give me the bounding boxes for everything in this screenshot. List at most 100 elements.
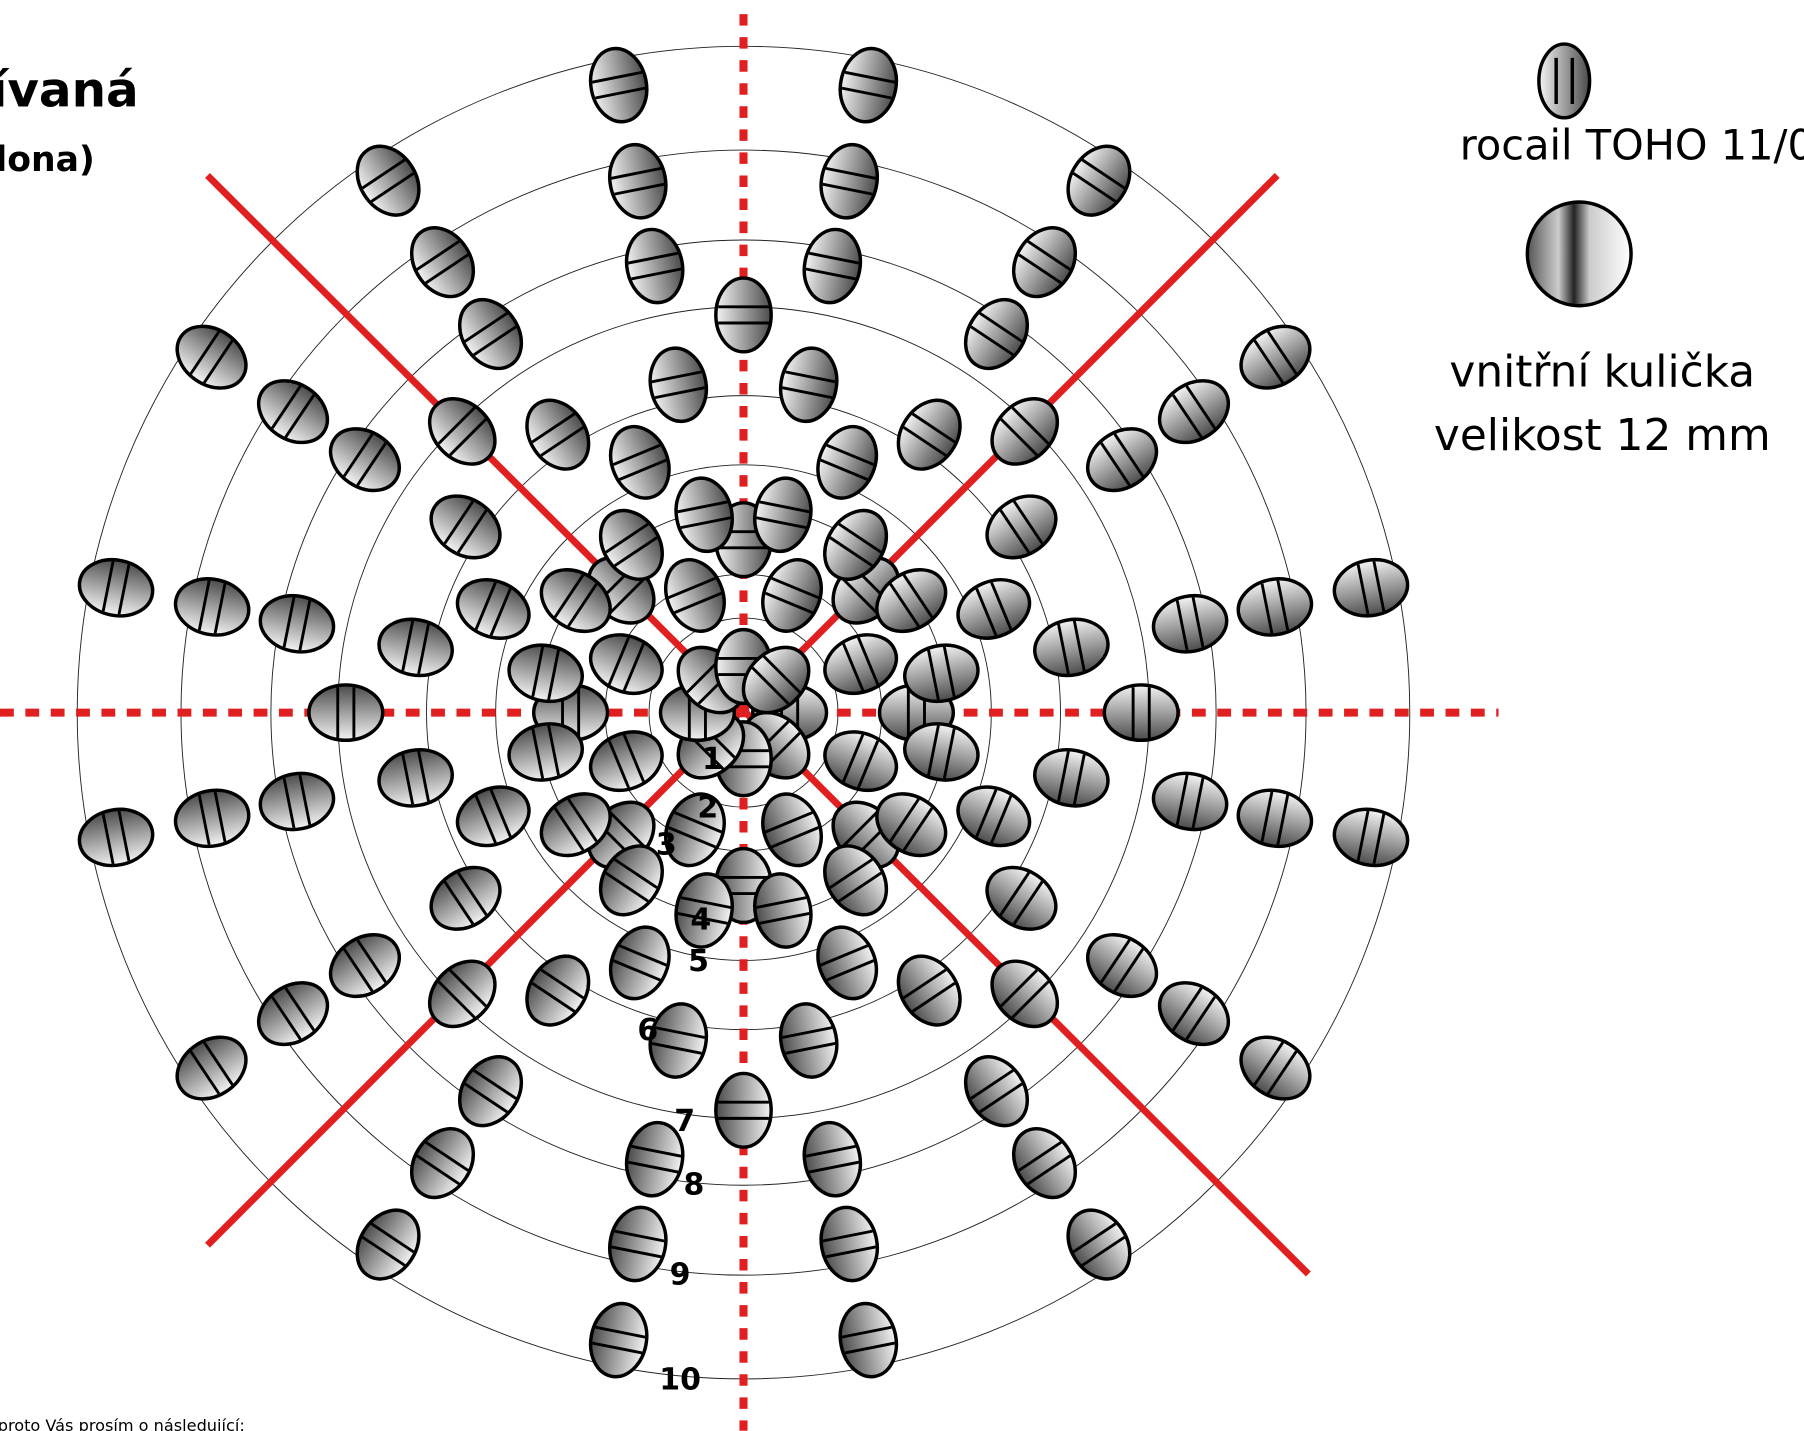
bead <box>328 933 401 999</box>
ring-label: 7 <box>674 1104 695 1139</box>
bead <box>823 844 889 917</box>
bead <box>355 1208 421 1281</box>
bead <box>173 577 251 637</box>
bead <box>1086 427 1159 493</box>
bead <box>823 730 899 793</box>
legend-ball-size: velikost 12 mm <box>1434 410 1771 461</box>
bead <box>377 617 454 678</box>
bead <box>539 792 612 858</box>
bead <box>963 297 1030 371</box>
title: ívaná <box>0 62 139 118</box>
bead <box>507 643 584 704</box>
ring-label: 4 <box>690 902 711 937</box>
bead <box>458 297 524 371</box>
bead <box>598 844 664 917</box>
bead <box>588 633 664 696</box>
bead <box>608 142 668 220</box>
bead <box>1332 807 1410 868</box>
bead <box>588 46 649 124</box>
bead <box>455 578 531 640</box>
ring-label: 9 <box>670 1257 691 1292</box>
bead <box>1066 1208 1132 1281</box>
bead <box>741 645 811 715</box>
bead <box>875 792 948 858</box>
bead <box>956 785 1032 848</box>
bead <box>802 1120 863 1198</box>
bead <box>985 865 1058 931</box>
bead <box>990 397 1060 466</box>
bead <box>714 276 773 354</box>
bead <box>956 578 1032 640</box>
bead <box>816 925 879 1001</box>
bead <box>409 226 476 299</box>
bead <box>1239 1035 1312 1101</box>
bead <box>1151 593 1229 654</box>
bead <box>664 792 726 868</box>
ring-label: 1 <box>702 742 723 777</box>
bead <box>819 142 879 220</box>
bead <box>539 568 612 634</box>
bead <box>624 227 685 305</box>
bead <box>525 398 591 471</box>
bead <box>990 959 1060 1029</box>
bead <box>588 1301 649 1379</box>
bead <box>816 424 879 500</box>
bead <box>1086 933 1159 999</box>
bead <box>429 865 502 931</box>
bead <box>1236 577 1314 637</box>
footer: proto Vás prosím o následující: <box>0 1416 245 1431</box>
bead <box>429 494 502 560</box>
bead <box>875 568 948 634</box>
bead <box>838 1301 899 1379</box>
bead <box>455 785 531 848</box>
bead <box>664 558 726 633</box>
bead <box>753 476 813 554</box>
ring-labels: 1 23 4 56 7 8 9 10 <box>637 742 722 1397</box>
bead <box>1236 788 1314 849</box>
bead <box>896 398 962 471</box>
bead <box>307 683 385 743</box>
bead <box>1033 617 1110 678</box>
bead <box>1066 144 1132 217</box>
bead <box>427 397 497 466</box>
bead <box>778 346 839 424</box>
ring <box>270 239 1217 1186</box>
bead <box>355 144 421 217</box>
bead <box>838 46 899 124</box>
legend-bead: rocail TOHO 11/0 <box>1460 120 1804 169</box>
legend: rocail TOHO 11/0 vnitřní kulička velikos… <box>1434 42 1804 461</box>
bead <box>175 324 248 390</box>
ring-label: 6 <box>637 1013 658 1048</box>
bead <box>328 427 401 493</box>
ring-label: 5 <box>688 944 709 979</box>
bead <box>648 346 709 424</box>
bead <box>1239 324 1312 390</box>
bead <box>985 494 1058 560</box>
bead <box>173 788 251 849</box>
bead <box>963 1055 1030 1128</box>
bead <box>258 593 336 654</box>
legend-ball: vnitřní kulička <box>1449 346 1755 397</box>
bead <box>1011 1127 1078 1200</box>
beads <box>77 46 1410 1379</box>
bead <box>77 807 155 868</box>
ring-label: 10 <box>659 1362 701 1397</box>
bead <box>1157 379 1231 445</box>
bead <box>624 1120 685 1198</box>
bead <box>753 872 813 949</box>
bead <box>608 925 671 1001</box>
bead <box>608 424 671 500</box>
bead <box>823 633 899 696</box>
bead <box>1011 226 1078 299</box>
bead <box>1332 558 1410 618</box>
bead <box>903 722 980 782</box>
bead <box>256 379 330 445</box>
bead <box>1102 683 1180 743</box>
bead <box>896 954 962 1027</box>
bead <box>1151 771 1229 832</box>
bead <box>903 643 980 704</box>
subtitle: lona) <box>0 140 95 180</box>
bead <box>409 1127 476 1200</box>
bead <box>714 1071 773 1149</box>
